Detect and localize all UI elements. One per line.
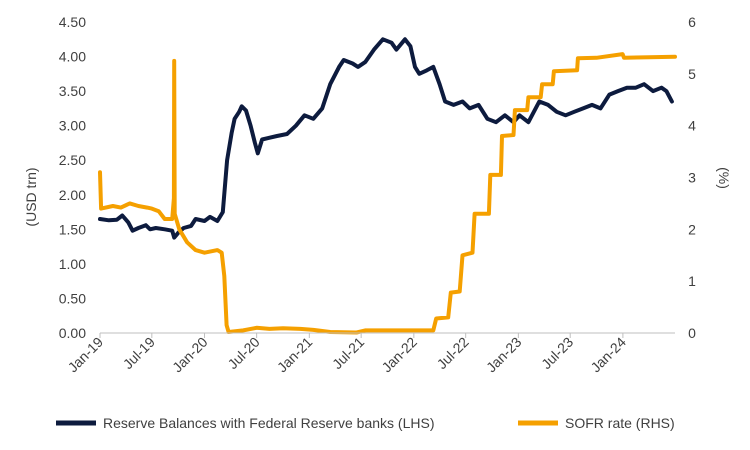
left-tick-label: 1.00 bbox=[59, 256, 86, 272]
legend: Reserve Balances with Federal Reserve ba… bbox=[56, 415, 675, 431]
series-line-sofr bbox=[98, 52, 677, 335]
x-tick-label: Jan-23 bbox=[483, 334, 525, 376]
right-tick-label: 1 bbox=[688, 273, 696, 289]
left-tick-label: 3.50 bbox=[59, 83, 86, 99]
left-tick-label: 0.50 bbox=[59, 290, 86, 306]
right-tick-label: 3 bbox=[688, 170, 696, 186]
x-tick-label: Jan-20 bbox=[169, 334, 211, 376]
right-tick-label: 0 bbox=[688, 325, 696, 341]
x-tick-label: Jul-23 bbox=[538, 334, 576, 372]
left-tick-label: 2.50 bbox=[59, 152, 86, 168]
left-axis-title: (USD trn) bbox=[23, 167, 39, 226]
x-tick-label: Jan-24 bbox=[587, 334, 629, 376]
right-tick-label: 6 bbox=[688, 14, 696, 30]
left-tick-label: 4.50 bbox=[59, 14, 86, 30]
x-tick-label: Jul-22 bbox=[434, 334, 472, 372]
x-tick-label: Jan-21 bbox=[274, 334, 316, 376]
x-tick-label: Jul-19 bbox=[120, 334, 158, 372]
right-tick-label: 4 bbox=[688, 118, 696, 134]
x-tick-label: Jul-20 bbox=[224, 334, 262, 372]
legend-label-reserves: Reserve Balances with Federal Reserve ba… bbox=[103, 415, 434, 431]
plot-area bbox=[98, 37, 677, 335]
left-tick-label: 3.00 bbox=[59, 118, 86, 134]
left-tick-label: 0.00 bbox=[59, 325, 86, 341]
x-tick-label: Jul-21 bbox=[329, 334, 367, 372]
series-line-reserves bbox=[98, 37, 674, 240]
legend-label-sofr: SOFR rate (RHS) bbox=[565, 415, 675, 431]
x-tick-label: Jan-22 bbox=[378, 334, 420, 376]
right-axis-title: (%) bbox=[716, 167, 732, 189]
right-tick-label: 2 bbox=[688, 221, 696, 237]
right-axis-ticks: 0 1 2 3 4 5 6 bbox=[688, 14, 696, 341]
right-tick-label: 5 bbox=[688, 66, 696, 82]
left-axis-ticks: 0.00 0.50 1.00 1.50 2.00 2.50 3.00 3.50 4.00 4.50 bbox=[59, 14, 86, 341]
left-tick-label: 1.50 bbox=[59, 221, 86, 237]
left-tick-label: 2.00 bbox=[59, 187, 86, 203]
x-axis-ticks: Jan-19 Jul-19 Jan-20 Jul-20 Jan-21 Jul-21 Jan-… bbox=[65, 333, 629, 376]
left-tick-label: 4.00 bbox=[59, 49, 86, 65]
